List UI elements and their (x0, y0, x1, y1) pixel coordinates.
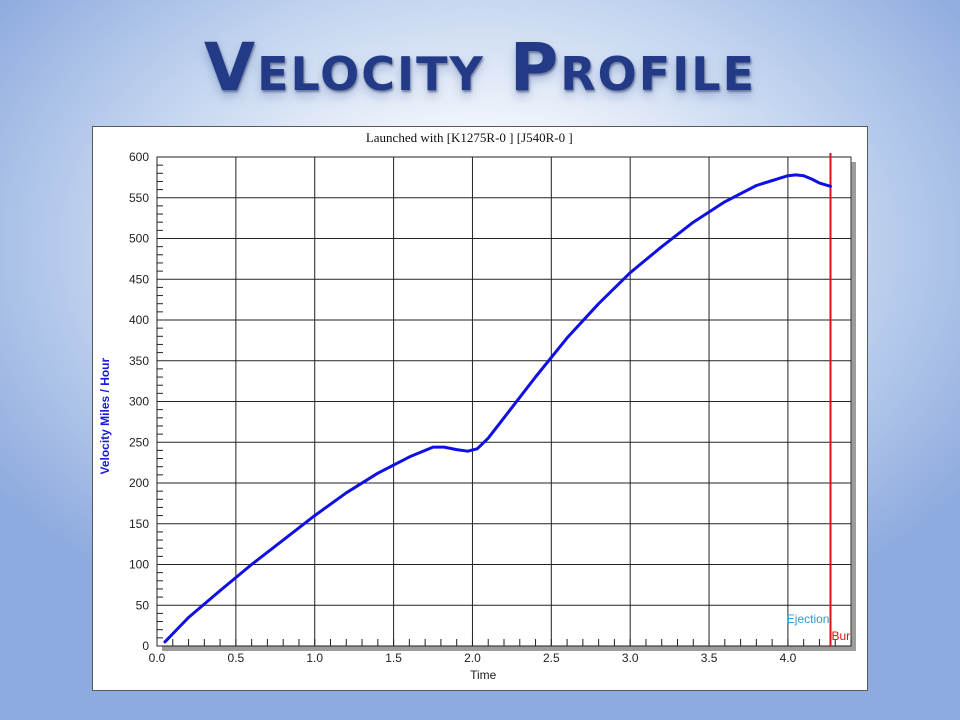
ejection-marker-label: Ejection (787, 612, 830, 626)
y-tick-label: 50 (136, 598, 150, 612)
y-tick-label: 550 (129, 191, 149, 205)
x-tick-label: 1.5 (385, 651, 402, 665)
slide-title: Velocity Profile (204, 29, 756, 106)
y-tick-label: 0 (142, 639, 149, 653)
y-tick-label: 600 (129, 150, 149, 164)
chart-panel: 0.0 0.5 1.0 1.5 2.0 2.5 3.0 3.5 4.0 0 50 100 150 200 2… (92, 126, 868, 691)
x-tick-label: 3.0 (622, 651, 639, 665)
y-tick-label: 400 (129, 313, 149, 327)
y-tick-label: 100 (129, 558, 149, 572)
x-axis-label: Time (470, 668, 497, 682)
velocity-chart: 0.0 0.5 1.0 1.5 2.0 2.5 3.0 3.5 4.0 0 50 100 150 200 2… (98, 130, 869, 682)
x-tick-label: 1.0 (306, 651, 323, 665)
y-tick-label: 500 (129, 232, 149, 246)
x-tick-label: 2.5 (543, 651, 560, 665)
y-tick-label: 300 (129, 395, 149, 409)
x-tick-label: 2.0 (464, 651, 481, 665)
x-tick-label: 0.5 (228, 651, 245, 665)
y-tick-label: 200 (129, 476, 149, 490)
chart-title: Launched with [K1275R-0 ] [J540R-0 ] (366, 130, 573, 145)
x-tick-label: 4.0 (780, 651, 797, 665)
x-tick-label: 3.5 (701, 651, 718, 665)
burnout-marker-label: Burnout (831, 629, 869, 643)
velocity-series-line (163, 173, 832, 644)
y-tick-label: 450 (129, 272, 149, 286)
y-axis-label: Velocity Miles / Hour (98, 357, 112, 474)
y-tick-label: 350 (129, 354, 149, 368)
y-tick-label: 150 (129, 517, 149, 531)
x-tick-label: 0.0 (149, 651, 166, 665)
y-tick-label: 250 (129, 435, 149, 449)
